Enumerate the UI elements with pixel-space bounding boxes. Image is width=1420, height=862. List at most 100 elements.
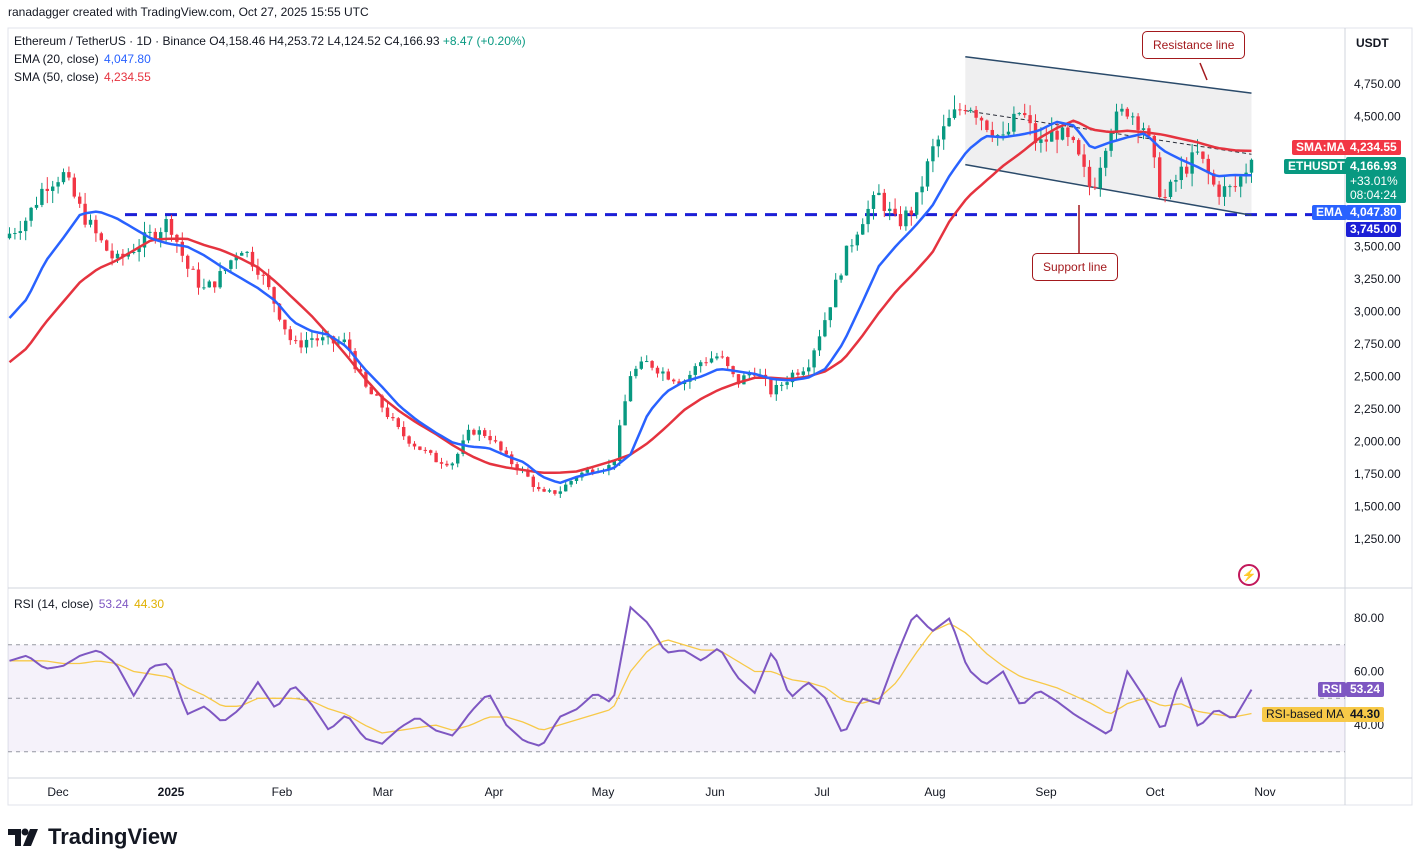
rsi-label: RSI (14, close) xyxy=(14,597,94,611)
candle-body xyxy=(1249,159,1254,173)
candle-body xyxy=(115,253,120,259)
candle-body xyxy=(974,109,978,118)
lightning-icon[interactable]: ⚡ xyxy=(1238,564,1260,586)
close-value: 4,166.93 xyxy=(392,34,440,48)
candle-body xyxy=(267,275,271,288)
rsi-ma-value-tag: 44.30 xyxy=(1346,707,1385,722)
candle-body xyxy=(515,464,519,471)
rsi-name-tag: RSI xyxy=(1318,682,1347,697)
candle-body xyxy=(1033,123,1038,143)
candle-body xyxy=(321,337,325,341)
symbol-price: 4,166.93 xyxy=(1350,159,1397,173)
candle-body xyxy=(796,372,800,375)
high-label: H xyxy=(268,34,278,48)
candle-body xyxy=(1082,154,1086,167)
candle-body xyxy=(191,268,195,270)
candle-body xyxy=(1174,180,1178,182)
candle-body xyxy=(607,465,611,471)
rsi-value: 53.24 xyxy=(98,597,129,611)
candle-body xyxy=(1239,176,1243,187)
candle-body xyxy=(277,303,282,320)
candle-body xyxy=(121,253,125,257)
candle-body xyxy=(1060,127,1065,140)
candle-body xyxy=(1120,108,1124,112)
candle-body xyxy=(169,218,174,235)
symbol-price-tag: 4,166.93 +33.01% 08:04:24 xyxy=(1346,157,1406,203)
candle-body xyxy=(250,251,255,267)
candle-body xyxy=(866,208,870,225)
candle-body xyxy=(483,430,487,436)
rsi-tick-label: 80.00 xyxy=(1354,611,1384,625)
ema-name-tag: EMA xyxy=(1312,205,1347,220)
candle-body xyxy=(817,336,822,351)
time-tick-label: Mar xyxy=(373,785,394,799)
symbol-name-tag: ETHUSDT xyxy=(1284,159,1349,174)
rsi-ma-line xyxy=(9,622,1252,734)
currency-label: USDT xyxy=(1356,36,1389,50)
candle-body xyxy=(893,208,897,215)
candle-body xyxy=(850,245,854,247)
candle-body xyxy=(947,117,951,127)
candle-body xyxy=(110,250,114,259)
candle-body xyxy=(1044,139,1048,142)
candle-body xyxy=(488,435,492,441)
candle-body xyxy=(61,172,66,183)
candle-body xyxy=(1185,166,1189,174)
chart-credit: ranadagger created with TradingView.com,… xyxy=(8,5,369,19)
candle-body xyxy=(1055,130,1059,140)
rsi-ma-name-tag: RSI-based MA xyxy=(1262,707,1349,722)
candle-body xyxy=(958,109,962,111)
candle-body xyxy=(634,368,638,377)
candle-body xyxy=(1190,152,1194,174)
candle-body xyxy=(726,357,730,367)
time-tick-label: Jul xyxy=(814,785,829,799)
candle-body xyxy=(1206,158,1210,174)
tradingview-logo-text: TradingView xyxy=(48,824,178,849)
candle-body xyxy=(1131,116,1135,118)
candle-body xyxy=(1152,135,1156,158)
sma-price-tag: 4,234.55 xyxy=(1346,140,1401,155)
open-label: O xyxy=(209,34,219,48)
candle-body xyxy=(785,382,789,385)
ema20-line xyxy=(8,120,1252,485)
candle-body xyxy=(1141,128,1146,130)
candle-body xyxy=(807,367,811,372)
candle-body xyxy=(72,177,76,197)
candle-body xyxy=(650,361,654,368)
candle-body xyxy=(882,192,886,211)
price-tick-label: 4,750.00 xyxy=(1354,77,1401,91)
candle-body xyxy=(1093,186,1097,189)
ema-label: EMA (20, close) xyxy=(14,52,99,66)
candle-body xyxy=(299,340,303,348)
time-tick-label: Nov xyxy=(1254,785,1275,799)
candle-body xyxy=(213,281,217,288)
candle-body xyxy=(1125,108,1129,117)
candle-body xyxy=(904,210,908,227)
candle-body xyxy=(1028,115,1032,124)
candle-body xyxy=(418,446,422,450)
price-tick-label: 1,750.00 xyxy=(1354,467,1401,481)
time-tick-label: Aug xyxy=(924,785,945,799)
price-tick-label: 1,250.00 xyxy=(1354,532,1401,546)
candle-body xyxy=(1087,166,1092,187)
candle-body xyxy=(542,489,546,492)
candle-body xyxy=(261,274,265,276)
candle-body xyxy=(591,469,595,473)
candle-body xyxy=(920,186,924,193)
candle-body xyxy=(1233,186,1237,188)
candle-body xyxy=(969,109,973,111)
open-value: 4,158.46 xyxy=(218,34,266,48)
candle-body xyxy=(569,481,573,485)
candle-body xyxy=(531,476,535,487)
candle-body xyxy=(715,356,719,359)
candle-body xyxy=(180,241,184,256)
candle-body xyxy=(24,220,28,232)
candle-body xyxy=(1039,139,1043,143)
chart-border xyxy=(7,27,1413,806)
candle-body xyxy=(558,491,562,494)
candle-body xyxy=(1222,186,1227,197)
support-callout: Support line xyxy=(1032,253,1119,281)
price-tick-label: 3,250.00 xyxy=(1354,272,1401,286)
candle-body xyxy=(655,367,660,374)
candle-body xyxy=(709,358,714,363)
